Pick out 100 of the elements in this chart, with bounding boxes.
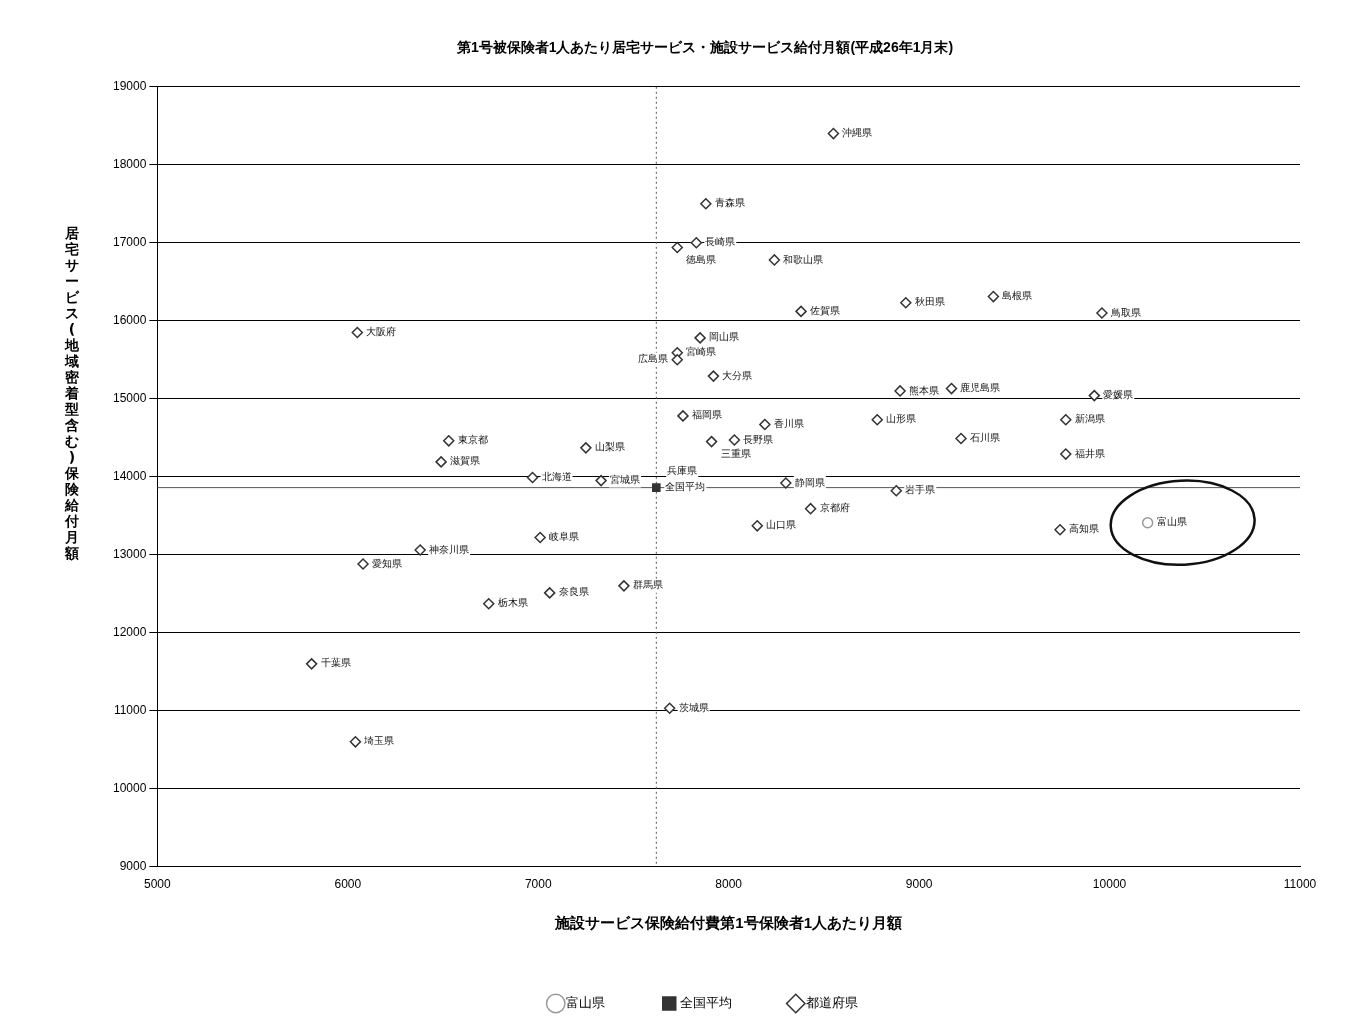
annotation: 滋賀県: [450, 455, 481, 467]
y-tick-label: 12000: [112, 624, 147, 639]
point: [759, 418, 771, 431]
x-tick-label: 10000: [1092, 877, 1127, 892]
point: [768, 254, 781, 266]
point: [1054, 523, 1066, 536]
annotation: 山梨県: [594, 441, 625, 453]
point: [543, 587, 556, 599]
annotation: 埼玉県: [363, 735, 395, 747]
point: [663, 702, 676, 715]
legend-label: 富山県: [566, 995, 606, 1011]
annotation: 青森県: [714, 197, 745, 209]
x-tick-label: 5000: [144, 877, 172, 892]
annotation: 富山県: [1156, 516, 1187, 528]
annotation: 山口県: [766, 519, 797, 531]
annotation: 奈良県: [558, 586, 589, 598]
annotation: 鳥取県: [1109, 306, 1141, 318]
annotation: 長崎県: [705, 236, 736, 248]
x-tick-label: 9000: [905, 877, 933, 892]
annotation: 福井県: [1074, 447, 1105, 459]
annotation: 新潟県: [1074, 413, 1105, 425]
point: [804, 502, 817, 515]
y-tick-label: 17000: [112, 235, 147, 250]
annotation: 全国平均: [665, 481, 706, 493]
annotation: 北海道: [541, 471, 572, 483]
x-axis-title: 施設サービス保険給付費第1号保険者1人あたり月額: [554, 914, 903, 932]
text: 居宅サービス(地域密着型含む)保険給付月額: [65, 225, 79, 561]
point: [349, 736, 362, 748]
chart-title: 第1号被保険者1人あたり居宅サービス・施設サービス給付月額(平成26年1月末): [455, 39, 954, 56]
annotation: 高知県: [1069, 523, 1100, 535]
y-tick-label: 18000: [112, 157, 147, 172]
annotation: 愛知県: [372, 557, 403, 569]
point: [677, 410, 689, 422]
point: [728, 434, 741, 446]
annotation: 千葉県: [320, 657, 351, 669]
point: [890, 484, 903, 497]
point: [705, 435, 718, 448]
y-tick-label: 11000: [113, 702, 147, 717]
point: [690, 237, 703, 249]
point: [1088, 389, 1101, 402]
point: [694, 332, 706, 344]
annotation: 岡山県: [709, 331, 740, 343]
annotation: 京都府: [819, 502, 850, 514]
annotation: 香川県: [773, 418, 804, 430]
y-tick-label: 16000: [112, 313, 147, 328]
annotation: 熊本県: [909, 384, 940, 396]
point: [595, 474, 607, 487]
point: [780, 477, 792, 489]
annotation: 岐阜県: [549, 531, 580, 543]
annotation: 大阪府: [366, 326, 397, 338]
point: [580, 442, 592, 454]
y-tick-label: 19000: [112, 79, 147, 94]
point: [871, 414, 883, 426]
annotation: 長野県: [743, 433, 774, 445]
annotation: 三重県: [720, 448, 751, 460]
point: [827, 127, 840, 140]
point: [414, 544, 426, 556]
point: [795, 305, 807, 318]
y-tick-label: 9000: [119, 858, 147, 873]
point: [945, 382, 958, 395]
point: [894, 385, 906, 397]
point: [1141, 516, 1154, 529]
annotation: 宮崎県: [686, 346, 717, 358]
point: [671, 353, 684, 366]
annotation: 神奈川県: [429, 543, 470, 555]
annotation: 東京都: [457, 434, 488, 446]
annotation: 群馬県: [632, 579, 663, 591]
point: [700, 198, 712, 210]
y-tick-label: 15000: [112, 391, 147, 406]
annotation: 広島県: [638, 353, 669, 365]
point: [442, 435, 455, 447]
point: [955, 432, 967, 445]
annotation: 愛媛県: [1103, 389, 1134, 401]
annotation: 宮城県: [610, 474, 641, 486]
point: [751, 520, 763, 532]
annotation: 栃木県: [497, 597, 528, 609]
point: [707, 370, 720, 382]
x-tick-label: 6000: [334, 877, 362, 892]
x-tick-label: 7000: [524, 877, 552, 892]
point: [671, 241, 684, 254]
y-tick-label: 14000: [112, 469, 147, 484]
legend-label: 全国平均: [679, 995, 732, 1011]
annotation: 福岡県: [691, 409, 722, 421]
annotation: 徳島県: [686, 254, 717, 266]
annotation: 静岡県: [794, 476, 825, 488]
point: [435, 456, 447, 468]
annotation: 秋田県: [914, 296, 945, 308]
point: [482, 598, 495, 610]
x-tick-label: 8000: [715, 877, 743, 892]
point: [534, 531, 546, 544]
point: [305, 658, 318, 670]
annotation: 茨城県: [678, 701, 709, 713]
point: [900, 297, 912, 309]
point: [1060, 448, 1072, 460]
annotation: 兵庫県: [667, 465, 698, 477]
point: [357, 558, 369, 570]
annotation: 沖縄県: [842, 127, 873, 139]
x-tick-label: 11000: [1283, 877, 1317, 892]
point: [618, 580, 630, 592]
legend-label: 都道府県: [806, 995, 859, 1011]
